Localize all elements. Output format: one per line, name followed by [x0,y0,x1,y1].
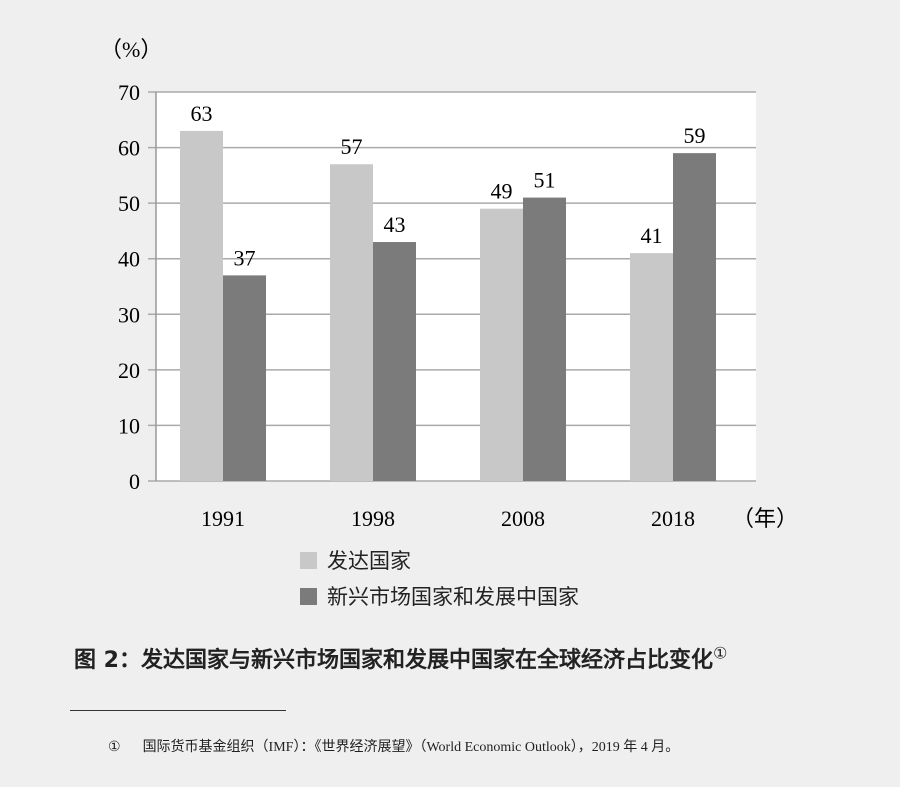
bar [630,253,673,481]
bar-chart: 0 10 20 30 40 50 60 70 （%） 1991 63 37 1998 57 43 2008 49… [100,37,798,532]
footnote-marker: ① [108,740,121,755]
legend-label: 新兴市场国家和发展中国家 [327,585,579,609]
data-label: 51 [534,168,556,193]
y-tick-label: 60 [118,136,140,161]
bar [180,130,223,481]
legend-label: 发达国家 [327,549,411,573]
bar [523,197,566,482]
legend-swatch [300,587,317,605]
bar [480,208,523,481]
y-tick-label: 40 [118,247,140,272]
data-label: 37 [234,245,256,270]
data-label: 63 [191,101,213,126]
bar [673,153,716,481]
bar [223,275,266,481]
footnote-ref: ① [712,643,728,663]
y-tick-label: 50 [118,191,140,216]
footnote: ① 国际货币基金组织（IMF）：《世界经济展望》（World Economic O… [108,736,701,756]
legend-item-emerging: 新兴市场国家和发展中国家 [300,581,579,611]
y-tick-label: 30 [118,302,140,327]
x-axis-label: （年） [732,507,798,532]
data-label: 41 [641,223,663,248]
y-tick-label: 70 [118,80,140,105]
legend-swatch [300,551,317,569]
y-tick-label: 10 [118,413,140,438]
y-tick-label: 0 [129,469,140,494]
footnote-text: 国际货币基金组织（IMF）：《世界经济展望》（World Economic Ou… [142,740,680,755]
data-label: 59 [684,123,706,148]
x-tick-label: 1998 [351,506,395,531]
legend-item-developed: 发达国家 [300,545,411,575]
figure-title-text: 图 2：发达国家与新兴市场国家和发展中国家在全球经济占比变化 [74,648,713,673]
bar [330,164,373,481]
footnote-divider [70,710,286,711]
figure-title: 图 2：发达国家与新兴市场国家和发展中国家在全球经济占比变化① [74,642,727,674]
data-label: 43 [384,212,406,237]
x-tick-label: 2018 [651,506,695,531]
data-label: 49 [491,179,513,204]
x-tick-label: 1991 [201,506,245,531]
y-axis-label: （%） [100,37,162,62]
bar [373,242,416,481]
y-tick-label: 20 [118,358,140,383]
x-tick-label: 2008 [501,506,545,531]
data-label: 57 [341,134,363,159]
